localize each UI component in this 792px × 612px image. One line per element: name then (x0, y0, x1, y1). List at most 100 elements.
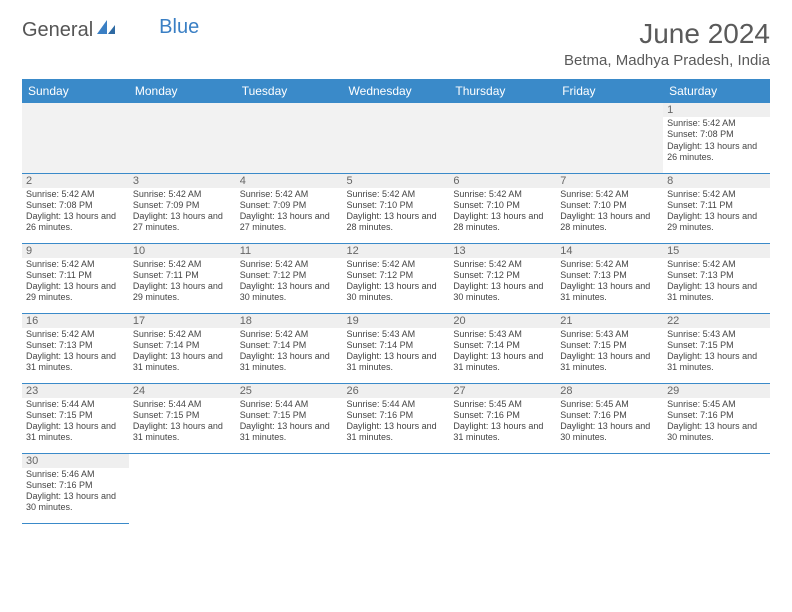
weekday-header-row: SundayMondayTuesdayWednesdayThursdayFrid… (22, 79, 770, 103)
title-block: June 2024 Betma, Madhya Pradesh, India (564, 18, 770, 69)
day-number: 5 (343, 174, 450, 188)
calendar-day-cell: 21Sunrise: 5:43 AMSunset: 7:15 PMDayligh… (556, 313, 663, 383)
day-number: 19 (343, 314, 450, 328)
calendar-day-cell: 16Sunrise: 5:42 AMSunset: 7:13 PMDayligh… (22, 313, 129, 383)
day-details: Sunrise: 5:45 AMSunset: 7:16 PMDaylight:… (560, 399, 659, 444)
empty-cell (129, 103, 236, 173)
day-details: Sunrise: 5:42 AMSunset: 7:14 PMDaylight:… (133, 329, 232, 374)
day-number: 10 (129, 244, 236, 258)
calendar-day-cell: 25Sunrise: 5:44 AMSunset: 7:15 PMDayligh… (236, 383, 343, 453)
calendar-day-cell: 18Sunrise: 5:42 AMSunset: 7:14 PMDayligh… (236, 313, 343, 383)
logo-text-1: General (22, 19, 93, 42)
day-number: 13 (449, 244, 556, 258)
day-number: 14 (556, 244, 663, 258)
day-details: Sunrise: 5:42 AMSunset: 7:13 PMDaylight:… (667, 259, 766, 304)
empty-cell (236, 453, 343, 523)
day-details: Sunrise: 5:42 AMSunset: 7:13 PMDaylight:… (26, 329, 125, 374)
empty-cell (663, 453, 770, 523)
calendar-row: 23Sunrise: 5:44 AMSunset: 7:15 PMDayligh… (22, 383, 770, 453)
weekday-header: Thursday (449, 79, 556, 103)
day-details: Sunrise: 5:42 AMSunset: 7:11 PMDaylight:… (667, 189, 766, 234)
day-number: 18 (236, 314, 343, 328)
calendar-day-cell: 24Sunrise: 5:44 AMSunset: 7:15 PMDayligh… (129, 383, 236, 453)
day-details: Sunrise: 5:42 AMSunset: 7:10 PMDaylight:… (560, 189, 659, 234)
calendar-day-cell: 15Sunrise: 5:42 AMSunset: 7:13 PMDayligh… (663, 243, 770, 313)
day-details: Sunrise: 5:42 AMSunset: 7:13 PMDaylight:… (560, 259, 659, 304)
calendar-day-cell: 8Sunrise: 5:42 AMSunset: 7:11 PMDaylight… (663, 173, 770, 243)
weekday-header: Friday (556, 79, 663, 103)
day-number: 22 (663, 314, 770, 328)
day-number: 30 (22, 454, 129, 468)
empty-cell (343, 103, 450, 173)
day-details: Sunrise: 5:43 AMSunset: 7:14 PMDaylight:… (347, 329, 446, 374)
day-details: Sunrise: 5:42 AMSunset: 7:10 PMDaylight:… (347, 189, 446, 234)
calendar-day-cell: 13Sunrise: 5:42 AMSunset: 7:12 PMDayligh… (449, 243, 556, 313)
day-number: 2 (22, 174, 129, 188)
day-details: Sunrise: 5:45 AMSunset: 7:16 PMDaylight:… (667, 399, 766, 444)
weekday-header: Saturday (663, 79, 770, 103)
empty-cell (449, 453, 556, 523)
sail-icon (95, 18, 117, 42)
logo: General Blue (22, 18, 199, 42)
empty-cell (236, 103, 343, 173)
calendar-day-cell: 1Sunrise: 5:42 AMSunset: 7:08 PMDaylight… (663, 103, 770, 173)
calendar-day-cell: 14Sunrise: 5:42 AMSunset: 7:13 PMDayligh… (556, 243, 663, 313)
calendar-day-cell: 28Sunrise: 5:45 AMSunset: 7:16 PMDayligh… (556, 383, 663, 453)
day-number: 26 (343, 384, 450, 398)
calendar-day-cell: 29Sunrise: 5:45 AMSunset: 7:16 PMDayligh… (663, 383, 770, 453)
calendar-day-cell: 11Sunrise: 5:42 AMSunset: 7:12 PMDayligh… (236, 243, 343, 313)
calendar-day-cell: 20Sunrise: 5:43 AMSunset: 7:14 PMDayligh… (449, 313, 556, 383)
calendar-row: 9Sunrise: 5:42 AMSunset: 7:11 PMDaylight… (22, 243, 770, 313)
calendar-row: 1Sunrise: 5:42 AMSunset: 7:08 PMDaylight… (22, 103, 770, 173)
day-number: 8 (663, 174, 770, 188)
day-details: Sunrise: 5:42 AMSunset: 7:09 PMDaylight:… (133, 189, 232, 234)
day-details: Sunrise: 5:43 AMSunset: 7:14 PMDaylight:… (453, 329, 552, 374)
day-details: Sunrise: 5:45 AMSunset: 7:16 PMDaylight:… (453, 399, 552, 444)
calendar-day-cell: 26Sunrise: 5:44 AMSunset: 7:16 PMDayligh… (343, 383, 450, 453)
calendar-row: 30Sunrise: 5:46 AMSunset: 7:16 PMDayligh… (22, 453, 770, 523)
calendar-day-cell: 23Sunrise: 5:44 AMSunset: 7:15 PMDayligh… (22, 383, 129, 453)
day-details: Sunrise: 5:42 AMSunset: 7:11 PMDaylight:… (133, 259, 232, 304)
day-number: 24 (129, 384, 236, 398)
day-number: 15 (663, 244, 770, 258)
day-details: Sunrise: 5:44 AMSunset: 7:16 PMDaylight:… (347, 399, 446, 444)
calendar-row: 2Sunrise: 5:42 AMSunset: 7:08 PMDaylight… (22, 173, 770, 243)
day-details: Sunrise: 5:42 AMSunset: 7:08 PMDaylight:… (667, 118, 766, 163)
calendar-day-cell: 3Sunrise: 5:42 AMSunset: 7:09 PMDaylight… (129, 173, 236, 243)
day-number: 21 (556, 314, 663, 328)
calendar-day-cell: 7Sunrise: 5:42 AMSunset: 7:10 PMDaylight… (556, 173, 663, 243)
day-details: Sunrise: 5:42 AMSunset: 7:11 PMDaylight:… (26, 259, 125, 304)
day-details: Sunrise: 5:44 AMSunset: 7:15 PMDaylight:… (133, 399, 232, 444)
day-number: 25 (236, 384, 343, 398)
day-number: 17 (129, 314, 236, 328)
logo-text-2: Blue (159, 16, 199, 39)
calendar-day-cell: 10Sunrise: 5:42 AMSunset: 7:11 PMDayligh… (129, 243, 236, 313)
weekday-header: Wednesday (343, 79, 450, 103)
day-number: 20 (449, 314, 556, 328)
calendar-day-cell: 6Sunrise: 5:42 AMSunset: 7:10 PMDaylight… (449, 173, 556, 243)
day-number: 7 (556, 174, 663, 188)
day-details: Sunrise: 5:46 AMSunset: 7:16 PMDaylight:… (26, 469, 125, 514)
day-number: 4 (236, 174, 343, 188)
day-number: 3 (129, 174, 236, 188)
calendar-day-cell: 9Sunrise: 5:42 AMSunset: 7:11 PMDaylight… (22, 243, 129, 313)
day-number: 9 (22, 244, 129, 258)
month-title: June 2024 (564, 18, 770, 50)
day-details: Sunrise: 5:42 AMSunset: 7:12 PMDaylight:… (240, 259, 339, 304)
day-number: 1 (663, 103, 770, 117)
day-details: Sunrise: 5:42 AMSunset: 7:12 PMDaylight:… (347, 259, 446, 304)
empty-cell (129, 453, 236, 523)
day-details: Sunrise: 5:44 AMSunset: 7:15 PMDaylight:… (240, 399, 339, 444)
day-details: Sunrise: 5:44 AMSunset: 7:15 PMDaylight:… (26, 399, 125, 444)
calendar-day-cell: 27Sunrise: 5:45 AMSunset: 7:16 PMDayligh… (449, 383, 556, 453)
day-number: 16 (22, 314, 129, 328)
day-details: Sunrise: 5:42 AMSunset: 7:14 PMDaylight:… (240, 329, 339, 374)
empty-cell (22, 103, 129, 173)
empty-cell (449, 103, 556, 173)
empty-cell (343, 453, 450, 523)
day-number: 29 (663, 384, 770, 398)
calendar-day-cell: 4Sunrise: 5:42 AMSunset: 7:09 PMDaylight… (236, 173, 343, 243)
day-details: Sunrise: 5:42 AMSunset: 7:10 PMDaylight:… (453, 189, 552, 234)
empty-cell (556, 103, 663, 173)
calendar-day-cell: 17Sunrise: 5:42 AMSunset: 7:14 PMDayligh… (129, 313, 236, 383)
